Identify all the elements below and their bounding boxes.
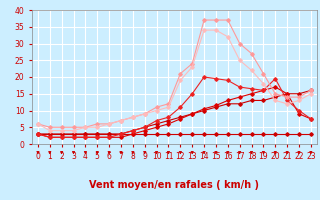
X-axis label: Vent moyen/en rafales ( km/h ): Vent moyen/en rafales ( km/h )	[89, 180, 260, 190]
